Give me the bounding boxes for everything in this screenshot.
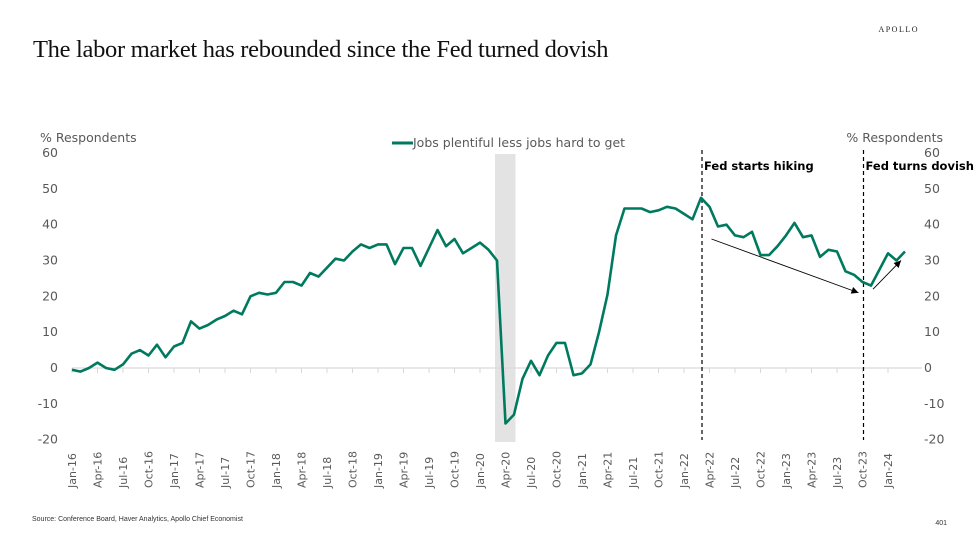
x-tick-label: Jul-21	[627, 457, 640, 489]
series-line	[71, 196, 906, 425]
x-tick-label: Apr-17	[194, 452, 207, 488]
x-tick-label: Apr-16	[92, 452, 105, 488]
x-tick-label: Apr-19	[398, 452, 411, 488]
x-tick-label: Jul-16	[117, 457, 130, 489]
legend-label: Jobs plentiful less jobs hard to get	[412, 135, 625, 150]
x-tick-label: Apr-21	[602, 452, 615, 488]
x-tick-label: Jan-23	[780, 453, 793, 489]
x-tick-label: Jan-21	[576, 453, 589, 489]
x-tick-label: Apr-20	[500, 452, 513, 488]
x-tick-label: Oct-20	[551, 451, 564, 488]
x-tick-label: Jul-19	[423, 457, 436, 489]
x-tick-label: Oct-17	[245, 451, 258, 488]
x-tick-label: Jan-17	[168, 453, 181, 489]
y-tick-label-left: 20	[42, 288, 58, 303]
brand-logo: APOLLO	[878, 25, 919, 34]
x-tick-label: Jul-22	[729, 457, 742, 489]
trend-arrow	[711, 238, 859, 294]
x-tick-label: Jan-18	[270, 453, 283, 489]
annotation-label: Fed turns dovish	[866, 159, 974, 173]
chart-title: The labor market has rebounded since the…	[33, 36, 609, 63]
y-tick-label-right: -20	[924, 432, 944, 447]
y-tick-label-left: -20	[38, 432, 58, 447]
x-tick-label: Apr-22	[704, 452, 717, 488]
shade-layer	[495, 154, 516, 442]
annotation-layer: Fed starts hiking Fed turns dovish	[701, 150, 974, 440]
x-tick-label: Apr-18	[296, 452, 309, 488]
y-tick-label-left: 40	[42, 217, 58, 232]
x-tick-label: Oct-18	[347, 451, 360, 488]
y-tick-label-right: 20	[924, 288, 940, 303]
left-axis-label: % Respondents	[40, 130, 137, 145]
x-tick-label: Jan-20	[474, 453, 487, 489]
y-tick-label-left: 50	[42, 181, 58, 196]
y-tick-label-right: 50	[924, 181, 940, 196]
axis-layer: Jan-16 Apr-16 Jul-16 Oct-16 Jan-17 Apr-17 Jul-…	[66, 367, 922, 489]
series-layer	[71, 196, 906, 425]
x-tick-label: Oct-23	[857, 451, 870, 488]
y-tick-label-right: 40	[924, 217, 940, 232]
source-note: Source: Conference Board, Haver Analytic…	[32, 516, 243, 523]
x-tick-label: Jan-24	[882, 453, 895, 489]
y-tick-label-right: 60	[924, 145, 940, 160]
annotation-label: Fed starts hiking	[704, 159, 814, 173]
arrow-head	[850, 287, 859, 294]
x-tick-label: Apr-23	[806, 452, 819, 488]
page-number: 401	[935, 520, 947, 527]
y-tick-label-left: 10	[42, 324, 58, 339]
y-tick-label-right: 0	[924, 360, 932, 375]
x-tick-label: Jul-18	[321, 457, 334, 489]
x-tick-label: Jan-19	[372, 453, 385, 489]
y-tick-label-right: 30	[924, 253, 940, 268]
arrow-head	[893, 260, 901, 268]
y-tick-label-left: 0	[50, 360, 58, 375]
x-tick-label: Oct-21	[653, 451, 666, 488]
x-tick-label: Jul-20	[525, 457, 538, 489]
x-tick-label: Jul-23	[831, 457, 844, 489]
right-axis-label: % Respondents	[846, 130, 943, 145]
y-tick-label-left: 60	[42, 145, 58, 160]
x-tick-label: Oct-19	[449, 451, 462, 488]
y-tick-label-right: -10	[924, 396, 944, 411]
y-tick-label-left: -10	[38, 396, 58, 411]
y-tick-label-right: 10	[924, 324, 940, 339]
text-layer: % Respondents % Respondents Jobs plentif…	[38, 130, 945, 447]
y-tick-label-left: 30	[42, 253, 58, 268]
x-tick-label: Jan-22	[678, 453, 691, 489]
x-tick-label: Jul-17	[219, 457, 232, 489]
recession-shading	[495, 154, 516, 442]
x-tick-label: Oct-16	[143, 451, 156, 488]
x-tick-label: Oct-22	[755, 451, 768, 488]
x-tick-label: Jan-16	[66, 453, 79, 489]
